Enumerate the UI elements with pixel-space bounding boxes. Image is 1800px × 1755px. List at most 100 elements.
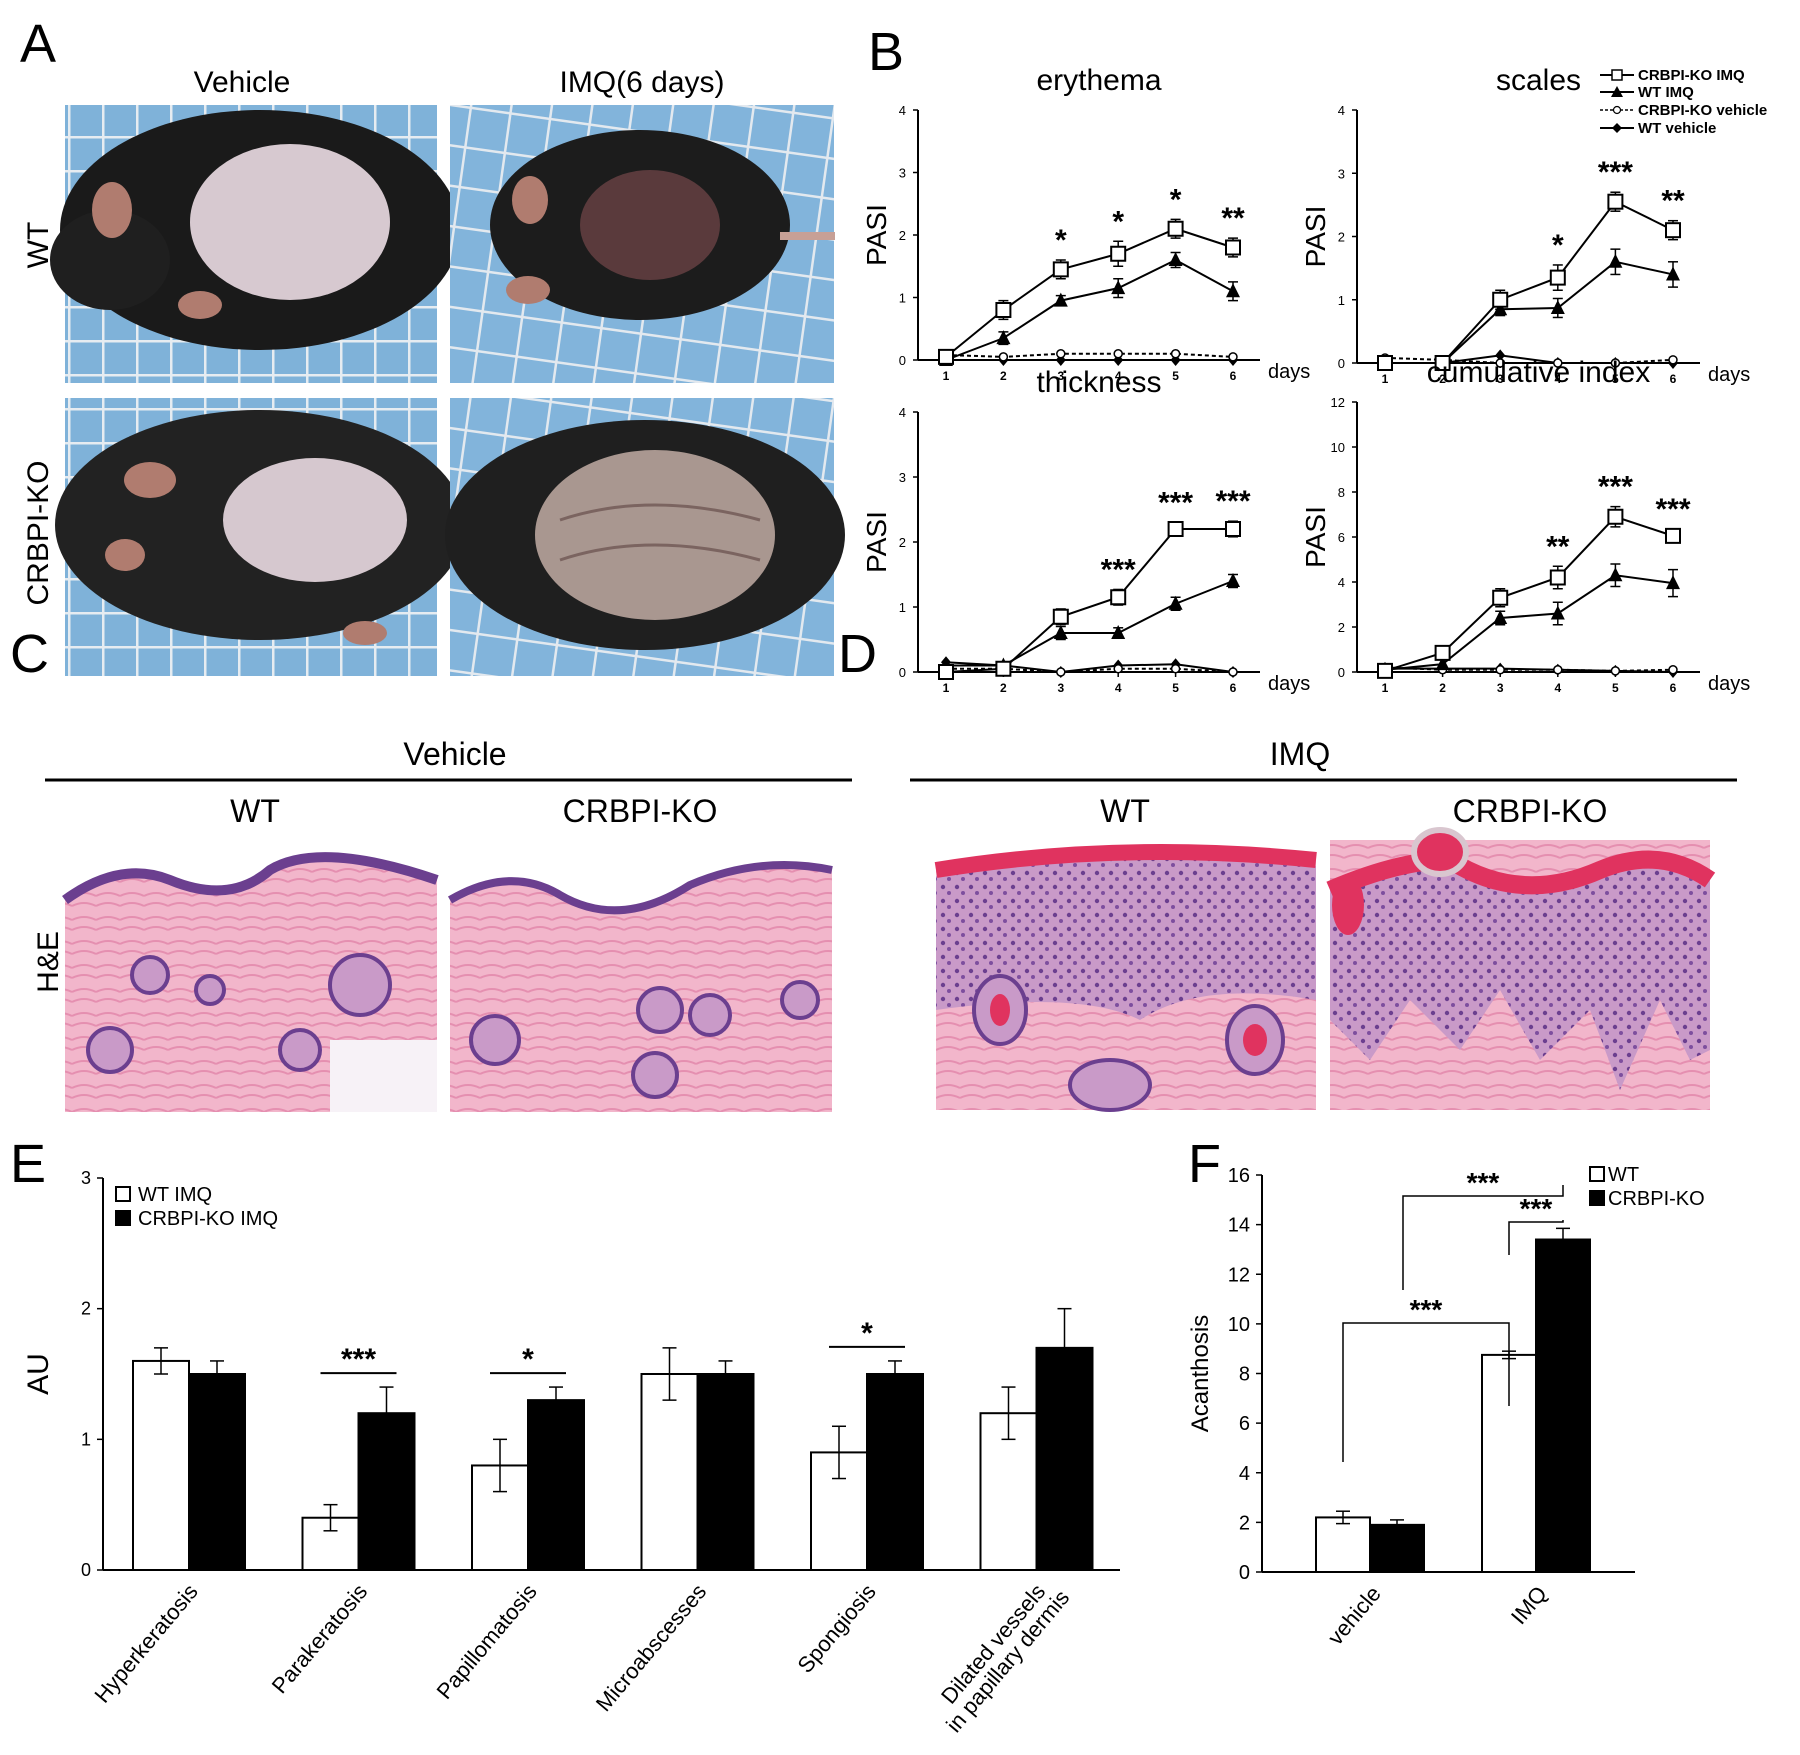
y-tick-label: 14 [1228, 1215, 1250, 1237]
y-tick-label: 0 [1338, 665, 1345, 680]
category-label: Hyperkeratosis [89, 1579, 202, 1707]
significance-bracket [1508, 1220, 1564, 1255]
significance-star: *** [1520, 1193, 1553, 1224]
x-axis-label: days [1268, 673, 1310, 695]
col-label-vehicle: Vehicle [194, 66, 291, 99]
significance-star: *** [1598, 471, 1633, 504]
panel-d-col-wt: WT [1100, 793, 1150, 829]
x-tick-label: 6 [1230, 681, 1237, 695]
y-tick-label: 6 [1239, 1413, 1250, 1435]
bar [696, 1373, 755, 1571]
y-tick-label: 8 [1239, 1364, 1250, 1386]
significance-star: * [1112, 205, 1124, 238]
data-point [1110, 589, 1127, 606]
panel-e-chart: 0 1 2 3 AU Hyperkeratosis Parakeratosis Papillo… [22, 1168, 1120, 1737]
series-line [1385, 200, 1674, 364]
significance-star: *** [1158, 487, 1193, 520]
data-point [1668, 355, 1678, 365]
x-tick-label: 3 [1497, 372, 1504, 386]
x-tick-label: 1 [1382, 372, 1389, 386]
y-tick-label: 4 [899, 405, 906, 420]
legend-crbpi-ko-imq: CRBPI-KO IMQ [1638, 67, 1745, 84]
data-point [1228, 352, 1238, 362]
y-axis-label: PASI [861, 204, 892, 266]
y-tick-label: 2 [1239, 1512, 1250, 1534]
data-point [1056, 667, 1066, 677]
panel-b-legend: CRBPI-KO IMQ WT IMQ CRBPI-KO vehicle WT … [1600, 67, 1767, 137]
series-line [1384, 356, 1674, 364]
bar [866, 1373, 924, 1571]
bar [188, 1373, 246, 1571]
y-axis-label: PASI [1300, 506, 1331, 568]
significance-star: *** [1467, 1167, 1500, 1198]
data-point [1113, 664, 1123, 674]
data-point [1493, 610, 1508, 624]
data-point [1608, 567, 1623, 582]
data-point [1668, 665, 1678, 675]
y-tick-label: 0 [1338, 356, 1345, 371]
data-point [1549, 269, 1566, 286]
x-tick-label: 3 [1057, 369, 1064, 383]
significance-star: *** [1101, 553, 1136, 586]
data-point [1167, 521, 1184, 537]
data-point [1553, 358, 1563, 368]
x-axis-label: days [1708, 673, 1750, 695]
legend-swatch [1589, 1166, 1605, 1182]
data-point [1549, 569, 1566, 586]
legend-label: WT [1608, 1164, 1639, 1186]
series-line [946, 580, 1234, 667]
row-label-crbpi-ko: CRBPI-KO [22, 460, 55, 605]
x-tick-label: 3 [1057, 681, 1064, 695]
data-point [1666, 266, 1680, 281]
series-line [1384, 574, 1674, 671]
significance-star: * [1055, 224, 1067, 257]
chart-title: thickness [1036, 366, 1161, 399]
y-tick-label: 2 [899, 535, 906, 550]
category-label: vehicle [1323, 1581, 1386, 1650]
y-tick-label: 0 [899, 353, 906, 368]
x-tick-label: 4 [1115, 681, 1122, 695]
y-axis-label: AU [22, 1353, 55, 1395]
x-tick-label: 6 [1230, 369, 1237, 383]
x-tick-label: 4 [1554, 372, 1561, 386]
y-tick-label: 3 [81, 1168, 91, 1188]
y-axis-label: Acanthosis [1187, 1315, 1214, 1432]
data-point [938, 348, 954, 365]
x-tick-label: 5 [1612, 681, 1619, 695]
x-tick-label: 6 [1670, 681, 1677, 695]
series-line [1384, 515, 1674, 672]
bar [132, 1359, 190, 1572]
data-point [1607, 508, 1624, 525]
legend-wt-imq: WT IMQ [1638, 84, 1694, 101]
data-point [1053, 292, 1068, 307]
histology-ko-imq [1326, 827, 1716, 1110]
y-tick-label: 0 [81, 1560, 91, 1580]
data-point [995, 660, 1012, 677]
data-point [1665, 222, 1681, 239]
category-label: Papillomatosis [432, 1579, 542, 1704]
significance-star: ** [1546, 530, 1570, 563]
y-tick-label: 10 [1228, 1314, 1250, 1336]
bar [1315, 1516, 1371, 1573]
significance-star: *** [1215, 485, 1250, 518]
y-tick-label: 3 [899, 166, 906, 181]
bar [1369, 1523, 1425, 1573]
series-line [1385, 260, 1674, 364]
significance-bracket [1342, 1322, 1510, 1462]
series-line [945, 352, 1234, 358]
panel-c-row-he: H&E [32, 931, 65, 993]
y-tick-label: 1 [81, 1429, 91, 1449]
data-point [1226, 573, 1240, 587]
data-point [1111, 280, 1126, 295]
x-axis-label: days [1268, 361, 1310, 383]
data-point [1610, 666, 1621, 676]
data-point [1550, 605, 1565, 620]
category-label: IMQ [1506, 1581, 1552, 1629]
data-point [1553, 665, 1563, 675]
legend-swatch [1589, 1190, 1605, 1206]
chart-title: scales [1496, 64, 1581, 97]
panel-c-title: Vehicle [403, 736, 506, 772]
histology-ko-vehicle [447, 830, 833, 1112]
bar [357, 1412, 416, 1571]
